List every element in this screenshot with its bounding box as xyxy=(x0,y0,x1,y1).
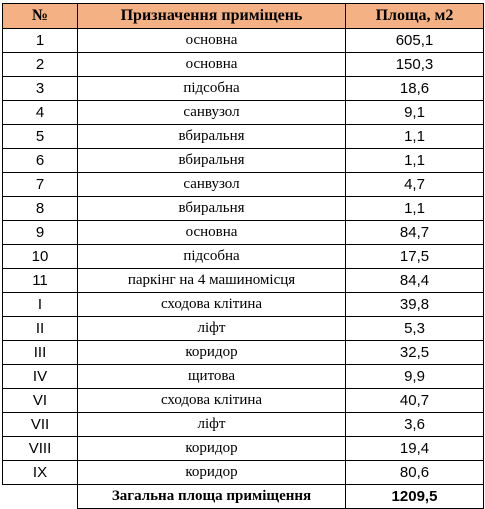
table-cell: 19,4 xyxy=(345,436,484,461)
table-cell: IX xyxy=(2,460,78,485)
table-cell: сходова клітина xyxy=(77,292,346,317)
table-cell: II xyxy=(2,316,78,341)
table-cell: коридор xyxy=(77,340,346,365)
table-row: 9 основна 84,7 xyxy=(2,220,484,245)
table-cell: 605,1 xyxy=(345,28,484,53)
table-cell: основна xyxy=(77,28,346,53)
header-cell: Призначення приміщень xyxy=(77,3,346,29)
table-cell: ліфт xyxy=(77,412,346,437)
table-cell: 40,7 xyxy=(345,388,484,413)
table-cell: 9,9 xyxy=(345,364,484,389)
table-cell: 3 xyxy=(2,76,78,101)
table-cell: 1,1 xyxy=(345,196,484,221)
table-cell: 11 xyxy=(2,268,78,293)
table-cell: VI xyxy=(2,388,78,413)
table-cell: 80,6 xyxy=(345,460,484,485)
table-row: 4 санвузол 9,1 xyxy=(2,100,484,125)
table-cell: 5 xyxy=(2,124,78,149)
table-cell: 4,7 xyxy=(345,172,484,197)
table-row: IV щитова 9,9 xyxy=(2,364,484,389)
table-row: IX коридор 80,6 xyxy=(2,460,484,485)
table-cell: VIII xyxy=(2,436,78,461)
table-cell: основна xyxy=(77,220,346,245)
table-row: VII ліфт 3,6 xyxy=(2,412,484,437)
table-cell: підсобна xyxy=(77,76,346,101)
table-row: III коридор 32,5 xyxy=(2,340,484,365)
table-row: 2 основна 150,3 xyxy=(2,52,484,77)
table-cell: III xyxy=(2,340,78,365)
blank-cell xyxy=(2,484,78,509)
table-row: VI сходова клітина 40,7 xyxy=(2,388,484,413)
table-cell: вбиральня xyxy=(77,196,346,221)
table-cell: I xyxy=(2,292,78,317)
table-row: 10 підсобна 17,5 xyxy=(2,244,484,269)
table-cell: 32,5 xyxy=(345,340,484,365)
table-cell: 8 xyxy=(2,196,78,221)
table-cell: 1,1 xyxy=(345,124,484,149)
table-cell: сходова клітина xyxy=(77,388,346,413)
table-body: 1 основна 605,1 2 основна 150,3 3 підсобна 18,6 4… xyxy=(2,28,484,509)
table-cell: коридор xyxy=(77,436,346,461)
table-cell: 84,4 xyxy=(345,268,484,293)
table-cell: 17,5 xyxy=(345,244,484,269)
table-cell: 9 xyxy=(2,220,78,245)
header-cell: Площа, м2 xyxy=(345,3,484,29)
total-value: 1209,5 xyxy=(345,484,484,509)
table-row: II ліфт 5,3 xyxy=(2,316,484,341)
table-cell: 5,3 xyxy=(345,316,484,341)
table-cell: паркінг на 4 машиномісця xyxy=(77,268,346,293)
table-row: VIII коридор 19,4 xyxy=(2,436,484,461)
table-cell: 3,6 xyxy=(345,412,484,437)
total-label: Загальна площа приміщення xyxy=(77,484,346,509)
table-cell: щитова xyxy=(77,364,346,389)
header-row: № Призначення приміщень Площа, м2 xyxy=(2,3,484,29)
table-row: 1 основна 605,1 xyxy=(2,28,484,53)
area-table: № Призначення приміщень Площа, м2 1 основ… xyxy=(2,3,484,509)
table-cell: 150,3 xyxy=(345,52,484,77)
table-cell: 4 xyxy=(2,100,78,125)
table-row: 11 паркінг на 4 машиномісця 84,4 xyxy=(2,268,484,293)
table-cell: 9,1 xyxy=(345,100,484,125)
table-cell: ліфт xyxy=(77,316,346,341)
table-cell: коридор xyxy=(77,460,346,485)
total-row: Загальна площа приміщення 1209,5 xyxy=(2,484,484,509)
table-cell: 1,1 xyxy=(345,148,484,173)
table-cell: санвузол xyxy=(77,172,346,197)
table-cell: санвузол xyxy=(77,100,346,125)
table-cell: 18,6 xyxy=(345,76,484,101)
table-cell: 10 xyxy=(2,244,78,269)
table-cell: основна xyxy=(77,52,346,77)
table-cell: 84,7 xyxy=(345,220,484,245)
table-cell: 39,8 xyxy=(345,292,484,317)
header-cell: № xyxy=(2,3,78,29)
table-cell: вбиральня xyxy=(77,148,346,173)
table-row: 7 санвузол 4,7 xyxy=(2,172,484,197)
table-cell: IV xyxy=(2,364,78,389)
table-cell: 7 xyxy=(2,172,78,197)
table-cell: 1 xyxy=(2,28,78,53)
table-row: 8 вбиральня 1,1 xyxy=(2,196,484,221)
table-cell: VII xyxy=(2,412,78,437)
table-row: 6 вбиральня 1,1 xyxy=(2,148,484,173)
table-cell: підсобна xyxy=(77,244,346,269)
table-cell: 6 xyxy=(2,148,78,173)
table-cell: 2 xyxy=(2,52,78,77)
table-row: 5 вбиральня 1,1 xyxy=(2,124,484,149)
table-cell: вбиральня xyxy=(77,124,346,149)
table-row: 3 підсобна 18,6 xyxy=(2,76,484,101)
